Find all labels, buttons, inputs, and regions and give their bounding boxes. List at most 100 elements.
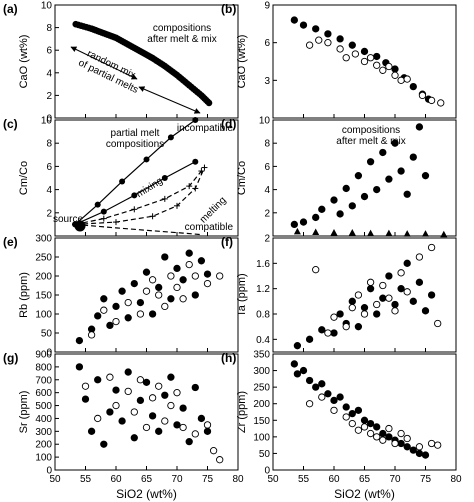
panel-label: (d) [221, 117, 236, 131]
panel-label: (b) [221, 2, 236, 16]
data-point [142, 423, 151, 432]
data-point [124, 387, 132, 396]
y-tick-label: 100 [35, 453, 52, 464]
data-point [354, 291, 363, 299]
data-point [130, 279, 138, 288]
data-point [324, 329, 332, 337]
y-tick-label: 10 [41, 1, 53, 12]
panel-b: 3 6 9 CaO (wt%) (b) [221, 1, 457, 119]
data-point [197, 257, 206, 265]
y-tick-label: 100 [35, 310, 52, 321]
data-point [379, 66, 387, 74]
x-tick-label: 65 [359, 474, 371, 485]
y-tick-label: 500 [35, 401, 52, 412]
data-point [391, 300, 399, 309]
data-point [366, 429, 375, 438]
annotation: compositions [106, 139, 164, 150]
y-tick-label: 9 [264, 1, 270, 12]
data-point [373, 300, 381, 309]
data-point [330, 229, 338, 236]
data-point [155, 291, 163, 299]
data-point [173, 264, 181, 273]
data-point [192, 117, 199, 123]
data-point [373, 185, 381, 194]
data-point [167, 373, 175, 381]
x-tick-label: 50 [267, 474, 279, 485]
data-point [391, 307, 399, 315]
data-point [312, 213, 320, 222]
data-point [397, 167, 405, 175]
data-point [427, 243, 436, 252]
data-point [318, 380, 326, 388]
data-point [415, 253, 424, 261]
data-point [124, 368, 132, 376]
panel-label: (e) [3, 235, 18, 249]
data-point [203, 421, 212, 429]
data-point [397, 76, 405, 84]
data-point [366, 285, 375, 293]
data-point [385, 229, 393, 237]
data-point [348, 202, 356, 210]
data-point [148, 310, 157, 318]
data-point [324, 30, 332, 38]
x-tick-label: 75 [420, 474, 432, 485]
data-point [100, 440, 108, 448]
y-tick-label: 2 [264, 208, 270, 219]
y-tick-label: 200 [253, 399, 270, 410]
y-tick-label: 6 [46, 46, 52, 57]
data-point [373, 423, 381, 431]
data-point [299, 366, 308, 375]
data-point [136, 310, 145, 318]
y-tick-label: 50 [41, 329, 53, 340]
data-point [397, 429, 405, 438]
annotation: partial melt [111, 128, 160, 139]
data-point [161, 253, 169, 261]
data-point [366, 54, 375, 62]
data-point [203, 427, 212, 435]
y-tick-label: 10 [259, 116, 271, 127]
data-point [354, 172, 363, 180]
data-point [130, 434, 138, 442]
data-point [290, 220, 298, 229]
annotation: source [53, 214, 83, 225]
source-point [74, 220, 86, 232]
data-point [418, 91, 427, 100]
plot-frame [54, 237, 239, 353]
data-point [75, 336, 84, 345]
data-point [148, 394, 157, 402]
data-point [191, 383, 199, 392]
y-axis-label: Cm/Co [236, 161, 248, 195]
data-point [179, 404, 187, 412]
panel-label: (a) [3, 2, 18, 16]
x-tick-label: 80 [450, 474, 462, 485]
data-point [185, 249, 193, 257]
data-point [385, 433, 393, 441]
y-axis-label: CaO (wt%) [18, 35, 30, 89]
data-point [312, 25, 320, 33]
data-point [434, 319, 442, 328]
data-point [136, 376, 145, 384]
data-point [367, 229, 375, 237]
data-point [360, 192, 369, 201]
x-tick-label: 60 [328, 474, 340, 485]
data-point [415, 123, 424, 131]
data-point [348, 229, 356, 236]
annotation: after melt & mix [147, 34, 216, 45]
data-point [330, 329, 338, 337]
x-tick-label: 60 [110, 474, 122, 485]
series-line [75, 167, 205, 225]
x-tick-label: 65 [141, 474, 153, 485]
y-axis-label: Rb (ppm) [18, 272, 30, 318]
data-point [403, 288, 411, 296]
y-tick-label: 150 [253, 416, 270, 427]
data-point [403, 434, 411, 443]
data-point [403, 75, 411, 83]
data-point [203, 270, 212, 278]
data-point [391, 65, 399, 73]
y-tick-label: 200 [35, 440, 52, 451]
data-point [421, 172, 430, 180]
data-point [106, 321, 114, 330]
data-point [290, 16, 298, 24]
data-point [354, 406, 363, 414]
